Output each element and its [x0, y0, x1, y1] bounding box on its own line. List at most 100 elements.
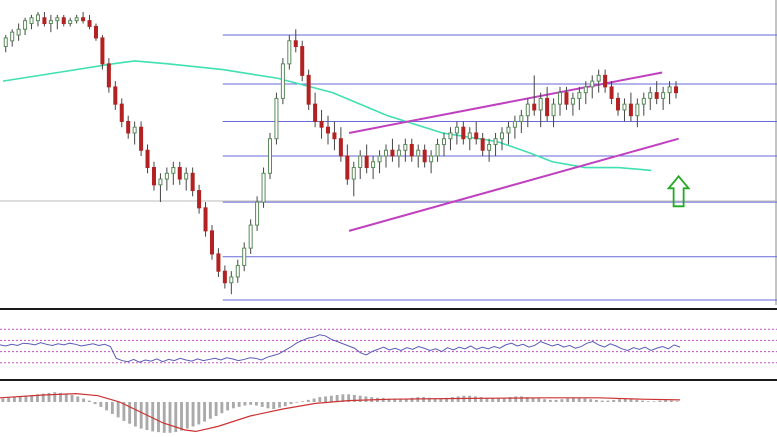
candle — [48, 14, 53, 33]
candle — [151, 161, 156, 191]
candle-body-bear — [616, 97, 621, 111]
candle-body-bear — [151, 167, 156, 186]
candle-body-bear — [293, 40, 298, 48]
candle — [383, 144, 389, 168]
candle-body-bull — [255, 201, 260, 226]
candle-body-bull — [429, 155, 434, 163]
candle-body-bull — [16, 28, 21, 36]
candle — [648, 86, 653, 110]
candle-body-bull — [622, 103, 627, 111]
candle-body-bear — [332, 132, 337, 140]
candle-body-bull — [35, 14, 40, 22]
candle-body-bull — [396, 149, 401, 157]
candle — [364, 144, 369, 174]
macd-signal-series — [0, 392, 681, 433]
candle — [16, 23, 21, 41]
candle — [55, 14, 60, 30]
candle-body-bear — [654, 92, 659, 99]
candle-body-bull — [55, 17, 60, 22]
candle — [106, 58, 111, 93]
candle — [616, 92, 621, 116]
candle-body-bull — [448, 132, 453, 140]
candle-body-bear — [93, 25, 98, 39]
candle-body-bull — [235, 264, 240, 278]
candle — [609, 81, 614, 105]
candle — [454, 121, 459, 145]
candle — [306, 69, 311, 110]
candle — [242, 242, 247, 272]
candle-body-bull — [287, 40, 292, 65]
candle-body-bull — [493, 138, 498, 145]
candle — [42, 12, 47, 27]
candle-body-bull — [10, 31, 15, 42]
candle-body-bear — [319, 120, 324, 128]
candle — [525, 98, 530, 128]
candle — [216, 248, 221, 277]
candle-body-bear — [474, 132, 479, 140]
candle-body-bear — [390, 149, 395, 157]
candle-body-bull — [551, 103, 556, 117]
candle — [641, 92, 646, 116]
candle-body-bull — [171, 167, 176, 174]
candle-body-bull — [667, 86, 672, 94]
candle-body-bull — [558, 92, 563, 105]
candle — [197, 184, 202, 214]
candle — [416, 144, 421, 168]
channel-lower-line — [348, 137, 679, 232]
candle-body-bull — [590, 80, 595, 88]
candle — [338, 127, 343, 162]
candle — [474, 121, 479, 145]
candle-body-bull — [416, 149, 421, 157]
candle — [441, 132, 447, 156]
macd-signal-line — [0, 392, 681, 433]
support-arrow — [666, 174, 691, 208]
candle — [126, 115, 131, 139]
candle — [132, 121, 137, 145]
candle-body-bull — [570, 97, 575, 105]
candle — [222, 265, 227, 289]
candle-body-bull — [383, 149, 389, 157]
candle — [654, 81, 659, 105]
candle-body-bull — [441, 138, 447, 145]
candle — [190, 167, 195, 197]
candle-body-bear — [139, 126, 144, 151]
channel-upper-line — [348, 71, 663, 134]
candle — [674, 81, 679, 99]
candle — [87, 14, 92, 30]
candle-body-bear — [119, 103, 124, 122]
candle — [499, 127, 505, 151]
candle — [603, 69, 608, 93]
candle-body-bull — [512, 120, 517, 128]
candle-body-bull — [68, 20, 73, 25]
candle-body-bull — [499, 132, 505, 140]
candle-body-bull — [261, 172, 266, 203]
candle-body-bull — [280, 63, 285, 99]
candle-body-bull — [274, 97, 279, 140]
candle — [371, 156, 376, 180]
candle-body-bear — [42, 17, 47, 25]
candle — [177, 161, 182, 185]
candle-body-bull — [358, 155, 363, 169]
trend-channel — [348, 71, 679, 232]
candle — [570, 92, 575, 116]
candle-body-bull — [467, 132, 472, 140]
candle-body-bear — [409, 143, 414, 157]
candle — [68, 17, 73, 27]
rsi-series — [0, 334, 681, 363]
candle-body-bull — [519, 115, 524, 122]
candle-body-bull — [538, 97, 543, 111]
candle — [119, 98, 124, 128]
candle — [29, 14, 34, 30]
candle-body-bear — [364, 155, 369, 169]
candle — [519, 109, 524, 133]
candle-body-bull — [577, 92, 582, 99]
candle — [480, 132, 485, 156]
candle-body-bear — [338, 138, 343, 157]
moving-average — [2, 60, 652, 172]
candle-body-bear — [87, 20, 92, 27]
candle — [164, 167, 169, 191]
candle-body-bear — [222, 270, 227, 284]
candle — [622, 98, 627, 122]
candle-body-bull — [648, 92, 653, 99]
